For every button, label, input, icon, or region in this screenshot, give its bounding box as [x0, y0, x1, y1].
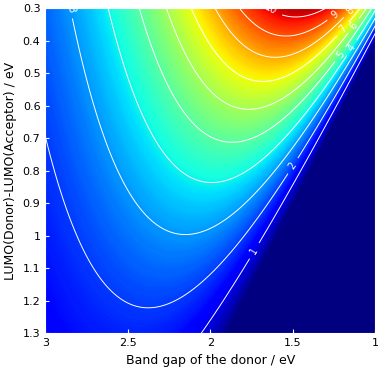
Text: 10: 10 [263, 2, 278, 17]
Text: 9: 9 [329, 9, 340, 20]
Text: 6: 6 [348, 20, 360, 31]
Text: 1: 1 [249, 246, 260, 256]
Text: 5: 5 [334, 49, 346, 60]
Text: 8: 8 [344, 5, 356, 16]
X-axis label: Band gap of the donor / eV: Band gap of the donor / eV [126, 354, 295, 367]
Text: 2: 2 [287, 161, 299, 171]
Text: 3: 3 [65, 6, 76, 13]
Text: 7: 7 [337, 23, 349, 35]
Text: 4: 4 [346, 43, 358, 53]
Y-axis label: LUMO(Donor)-LUMO(Acceptor) / eV: LUMO(Donor)-LUMO(Acceptor) / eV [4, 62, 17, 280]
